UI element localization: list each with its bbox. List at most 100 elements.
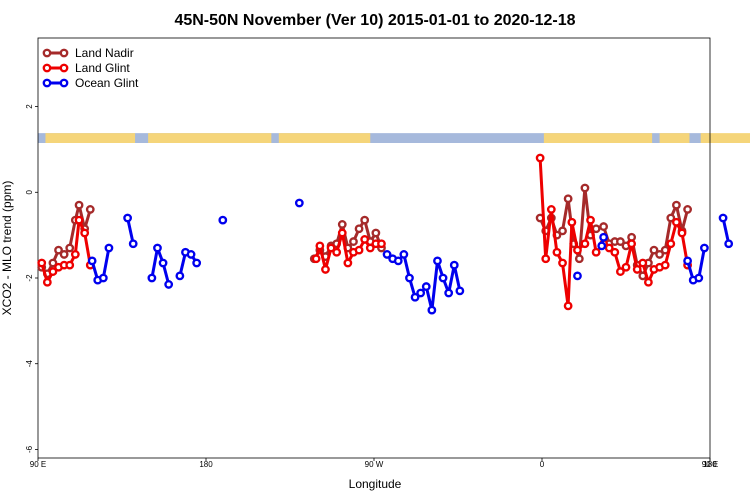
data-point bbox=[192, 258, 202, 268]
land-segment bbox=[45, 133, 136, 143]
data-point bbox=[360, 235, 370, 244]
data-point bbox=[700, 243, 709, 253]
land-segment bbox=[543, 133, 653, 143]
data-point bbox=[574, 254, 584, 264]
data-point bbox=[311, 254, 321, 264]
x-axis-title: Longitude bbox=[349, 477, 402, 491]
data-point bbox=[54, 245, 63, 255]
x-tick-label: 180 bbox=[703, 460, 717, 469]
data-point bbox=[393, 256, 403, 266]
data-point bbox=[638, 258, 648, 268]
data-point bbox=[405, 273, 414, 283]
x-tick-label: 90 E bbox=[702, 460, 718, 469]
legend-marker bbox=[42, 78, 52, 88]
data-point bbox=[644, 277, 653, 287]
data-point bbox=[632, 265, 642, 274]
data-point bbox=[48, 267, 58, 276]
data-point bbox=[343, 258, 353, 268]
x-tick-label: 90 W bbox=[365, 460, 384, 469]
data-point bbox=[724, 239, 734, 249]
data-point bbox=[621, 262, 631, 272]
data-point bbox=[153, 243, 162, 253]
data-point bbox=[416, 288, 426, 298]
data-point bbox=[573, 271, 582, 281]
data-point bbox=[59, 250, 69, 259]
y-axis: 2 0 -2 -4 -6 bbox=[25, 104, 38, 453]
data-point bbox=[321, 265, 330, 274]
data-point bbox=[573, 245, 582, 255]
data-point bbox=[604, 243, 614, 253]
data-point bbox=[337, 228, 347, 238]
data-point bbox=[421, 282, 431, 291]
data-point bbox=[666, 239, 676, 249]
data-point bbox=[294, 198, 304, 208]
y-tick-label: 2 bbox=[25, 104, 34, 109]
data-point bbox=[552, 247, 562, 257]
series-land-glint bbox=[37, 153, 692, 311]
data-point bbox=[360, 215, 370, 225]
data-point bbox=[158, 258, 168, 268]
data-point bbox=[563, 194, 573, 204]
data-point bbox=[218, 215, 228, 225]
data-point bbox=[558, 258, 567, 268]
data-point bbox=[85, 205, 95, 214]
series-line bbox=[150, 246, 171, 285]
data-point bbox=[694, 273, 704, 283]
legend-item: Ocean Glint bbox=[42, 76, 139, 90]
data-point bbox=[349, 237, 358, 246]
data-point bbox=[455, 286, 465, 296]
data-point bbox=[164, 280, 174, 289]
legend-marker bbox=[42, 48, 52, 58]
data-point bbox=[599, 232, 608, 242]
legend-item: Land Nadir bbox=[42, 46, 134, 60]
data-point bbox=[337, 220, 347, 229]
data-point bbox=[546, 205, 556, 214]
data-point bbox=[128, 239, 138, 249]
legend-marker bbox=[42, 63, 52, 73]
chart-title: 45N-50N November (Ver 10) 2015-01-01 to … bbox=[174, 12, 575, 29]
data-point bbox=[655, 250, 664, 259]
data-point bbox=[74, 200, 84, 210]
data-point bbox=[48, 258, 58, 268]
data-point bbox=[377, 239, 386, 249]
data-point bbox=[433, 256, 442, 266]
data-point bbox=[586, 215, 595, 225]
data-point bbox=[627, 239, 636, 249]
legend-label: Land Nadir bbox=[75, 46, 134, 60]
data-point bbox=[563, 301, 573, 311]
data-point bbox=[175, 271, 185, 281]
data-point bbox=[591, 247, 601, 257]
data-point bbox=[427, 305, 437, 315]
ocean-band bbox=[38, 133, 710, 143]
land-segment bbox=[700, 133, 750, 143]
data-point bbox=[541, 254, 551, 264]
data-point bbox=[580, 239, 590, 249]
data-point bbox=[535, 153, 545, 163]
data-point bbox=[616, 237, 625, 246]
series-ocean-glint bbox=[87, 198, 734, 315]
data-point bbox=[74, 215, 84, 225]
data-point bbox=[104, 243, 114, 253]
legend-label: Land Glint bbox=[75, 61, 130, 75]
data-point bbox=[123, 213, 133, 223]
data-point bbox=[354, 245, 364, 255]
y-tick-label: -4 bbox=[25, 360, 34, 368]
data-point bbox=[649, 245, 659, 255]
data-point bbox=[326, 243, 336, 253]
data-point bbox=[37, 258, 47, 268]
data-point bbox=[382, 250, 392, 259]
data-point bbox=[449, 260, 459, 270]
data-point bbox=[677, 228, 687, 238]
data-point bbox=[80, 228, 90, 238]
data-point bbox=[580, 183, 590, 193]
y-tick-label: -6 bbox=[25, 445, 34, 453]
y-tick-label: 0 bbox=[25, 190, 34, 195]
data-point bbox=[410, 292, 420, 302]
series-layer bbox=[37, 153, 734, 315]
data-point bbox=[444, 288, 454, 298]
data-point bbox=[147, 273, 157, 283]
data-point bbox=[683, 205, 692, 214]
data-point bbox=[87, 256, 97, 266]
